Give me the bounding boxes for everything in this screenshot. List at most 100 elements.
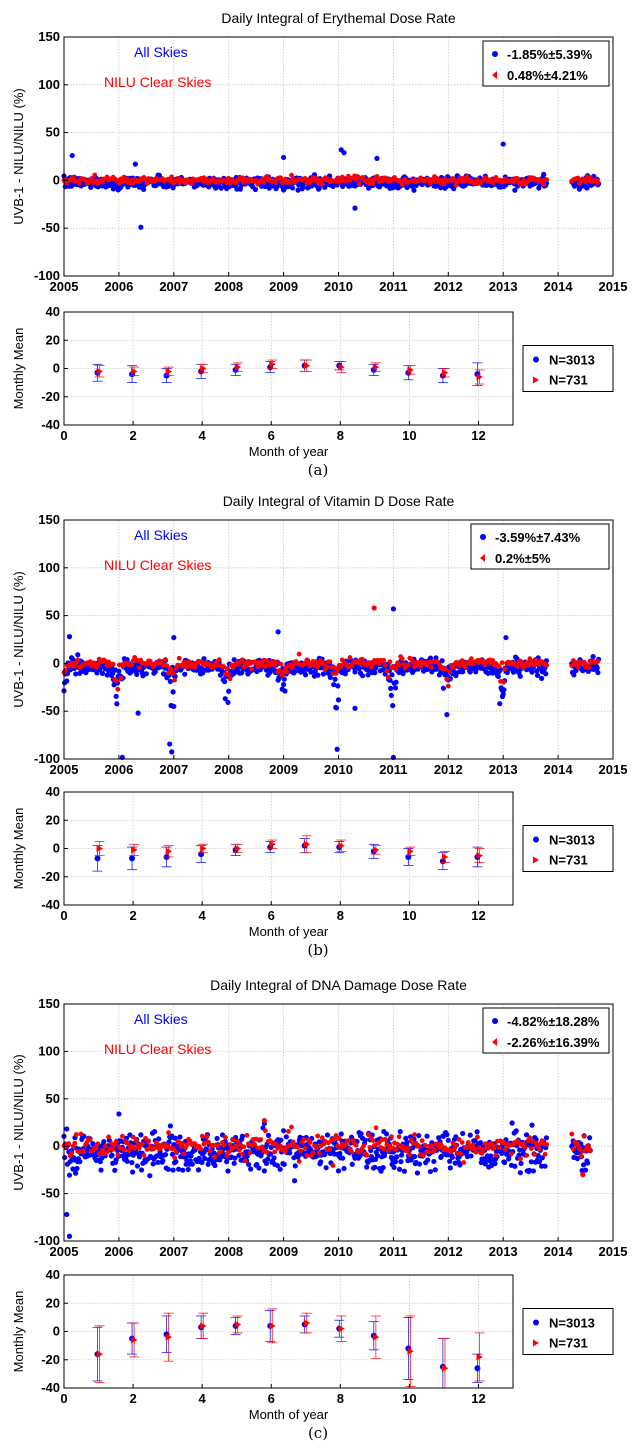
all-skies-point bbox=[143, 671, 149, 677]
clear-skies-point bbox=[595, 180, 601, 186]
monthly-mean-clear-skies bbox=[96, 845, 104, 852]
clear-skies-point bbox=[536, 1146, 542, 1152]
all-skies-point bbox=[467, 1132, 473, 1138]
clear-skies-point bbox=[89, 176, 95, 182]
clear-skies-point bbox=[428, 665, 434, 670]
all-skies-point bbox=[477, 1139, 484, 1146]
all-skies-point bbox=[585, 1160, 591, 1166]
figure-caption: (c) bbox=[308, 1424, 328, 1442]
all-skies-point bbox=[460, 669, 466, 675]
clear-skies-point bbox=[333, 1133, 339, 1138]
clear-skies-point bbox=[384, 668, 390, 674]
clear-skies-point bbox=[441, 181, 447, 187]
monthly-mean-clear-skies bbox=[165, 847, 173, 855]
clear-skies-point bbox=[252, 1141, 258, 1147]
y-tick-label: -20 bbox=[41, 869, 60, 884]
x-axis-label: Month of year bbox=[249, 924, 329, 939]
clear-skies-point bbox=[349, 1149, 354, 1154]
legend-marker-blue bbox=[533, 1319, 539, 1326]
monthly-mean-clear-skies bbox=[372, 1333, 380, 1341]
all-skies-point bbox=[104, 672, 110, 678]
all-skies-point bbox=[177, 1134, 183, 1140]
clear-skies-point bbox=[93, 1145, 99, 1151]
clear-skies-point bbox=[227, 676, 233, 682]
all-skies-point bbox=[438, 1153, 445, 1159]
clear-skies-point bbox=[155, 1142, 161, 1148]
x-tick-label: 2015 bbox=[599, 1244, 628, 1259]
clear-skies-point bbox=[121, 1147, 127, 1152]
clear-skies-point bbox=[276, 668, 282, 673]
clear-skies-point bbox=[515, 663, 520, 669]
x-tick-label: 0 bbox=[60, 1391, 67, 1406]
all-skies-point bbox=[383, 1131, 390, 1137]
clear-skies-point bbox=[364, 1152, 370, 1158]
clear-skies-point bbox=[336, 1135, 342, 1141]
clear-skies-point bbox=[361, 1143, 367, 1149]
all-skies-point bbox=[73, 671, 79, 677]
all-skies-point bbox=[335, 1168, 342, 1174]
clear-skies-point bbox=[479, 1150, 485, 1156]
all-skies-point bbox=[116, 1111, 122, 1117]
all-skies-point bbox=[141, 186, 147, 193]
clear-skies-point bbox=[233, 1144, 239, 1149]
all-skies-point bbox=[320, 671, 327, 677]
clear-skies-point bbox=[365, 1132, 371, 1138]
clear-skies-point bbox=[179, 1140, 185, 1146]
all-skies-point bbox=[342, 671, 348, 677]
clear-skies-point bbox=[170, 671, 176, 676]
clear-skies-point bbox=[370, 1138, 376, 1144]
all-skies-point bbox=[169, 749, 175, 755]
x-tick-label: 2013 bbox=[489, 279, 518, 294]
clear-skies-point bbox=[524, 1152, 530, 1158]
all-skies-point bbox=[457, 1162, 463, 1168]
clear-skies-point bbox=[327, 659, 333, 665]
clear-skies-point bbox=[319, 181, 325, 187]
all-skies-point bbox=[512, 187, 518, 193]
all-skies-point bbox=[341, 1165, 347, 1172]
all-skies-point bbox=[534, 672, 541, 678]
monthly-mean-clear-skies bbox=[338, 842, 345, 850]
all-skies-point bbox=[338, 1131, 344, 1137]
clear-skies-point bbox=[405, 1145, 411, 1150]
legend-marker-red bbox=[533, 1339, 539, 1347]
clear-skies-point bbox=[169, 174, 175, 180]
all-skies-point bbox=[231, 1160, 237, 1166]
all-skies-point bbox=[167, 741, 173, 747]
all-skies-point bbox=[512, 1163, 518, 1169]
clear-skies-point bbox=[258, 663, 264, 669]
clear-skies-point bbox=[204, 1134, 210, 1139]
all-skies-point bbox=[124, 1158, 130, 1164]
all-skies-point bbox=[167, 678, 173, 685]
clear-skies-point bbox=[170, 1146, 176, 1151]
monthly-panel-1: 0 2 4 6 8 10 12 40 20 0 -20 -40 Month of year Monthly… bbox=[11, 304, 614, 459]
clear-skies-point bbox=[278, 175, 284, 181]
clear-skies-point bbox=[144, 1147, 150, 1152]
all-skies-point bbox=[412, 1153, 418, 1160]
all-skies-point bbox=[356, 666, 362, 672]
clear-skies-point bbox=[184, 664, 190, 670]
annotation-clear-skies: NILU Clear Skies bbox=[104, 74, 211, 90]
x-tick-label: 10 bbox=[402, 1391, 416, 1406]
monthly-mean-clear-skies bbox=[407, 366, 414, 374]
all-skies-point bbox=[393, 679, 399, 685]
x-tick-label: 8 bbox=[337, 1391, 344, 1406]
x-tick-label: 6 bbox=[268, 428, 275, 443]
all-skies-point bbox=[116, 668, 122, 674]
all-skies-point bbox=[518, 1160, 524, 1166]
clear-skies-point bbox=[172, 677, 178, 683]
clear-skies-point bbox=[95, 1141, 101, 1147]
clear-skies-point bbox=[583, 1147, 589, 1153]
monthly-mean-clear-skies bbox=[476, 852, 483, 860]
all-skies-point bbox=[594, 665, 600, 671]
daily-panel-1: 2005 2006 2007 2008 2009 2010 2011 2012 2013 2014… bbox=[11, 10, 627, 294]
clear-skies-point bbox=[586, 665, 592, 670]
clear-skies-point bbox=[356, 661, 362, 666]
all-skies-point bbox=[501, 687, 507, 693]
all-skies-point bbox=[281, 1128, 287, 1134]
clear-skies-point bbox=[207, 1148, 213, 1154]
x-tick-label: 10 bbox=[402, 908, 416, 923]
clear-skies-point bbox=[496, 1145, 502, 1151]
monthly-mean-clear-skies bbox=[338, 363, 345, 371]
monthly-mean-clear-skies bbox=[96, 1350, 104, 1358]
y-tick-label: -100 bbox=[34, 268, 60, 283]
